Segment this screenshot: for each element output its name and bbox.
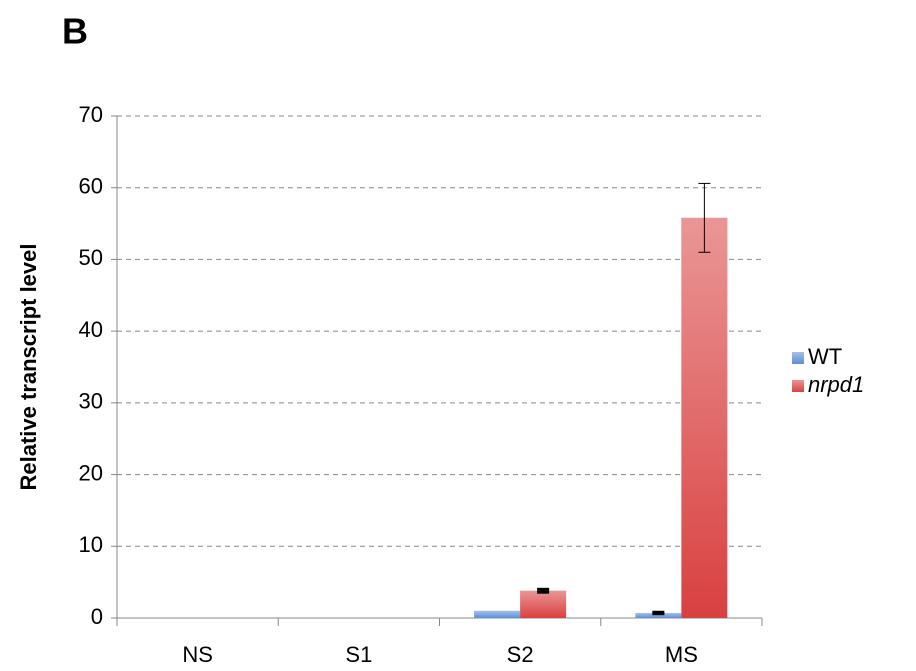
bar-shine — [474, 610, 521, 618]
y-tick-label: 40 — [79, 317, 103, 342]
y-tick-label: 70 — [79, 102, 103, 127]
panel-label: B — [62, 11, 88, 52]
y-tick-label: 20 — [79, 460, 103, 485]
y-tick-label: 50 — [79, 245, 103, 270]
y-tick-label: 60 — [79, 174, 103, 199]
y-tick-label: 30 — [79, 389, 103, 414]
x-tick-label: NS — [182, 642, 213, 667]
legend-swatch-shine — [792, 352, 804, 364]
legend-swatch-shine — [792, 380, 804, 392]
x-tick-label: S2 — [507, 642, 534, 667]
x-tick-label: S1 — [345, 642, 372, 667]
y-tick-label: 0 — [91, 604, 103, 629]
bar-shine — [681, 217, 728, 618]
bar-shine — [520, 590, 567, 618]
legend-label: WT — [808, 344, 842, 369]
legend-label: nrpd1 — [808, 372, 864, 397]
y-axis-label: Relative transcript level — [16, 243, 41, 490]
x-tick-label: MS — [665, 642, 698, 667]
y-tick-label: 10 — [79, 532, 103, 557]
bar-shine — [635, 612, 682, 618]
